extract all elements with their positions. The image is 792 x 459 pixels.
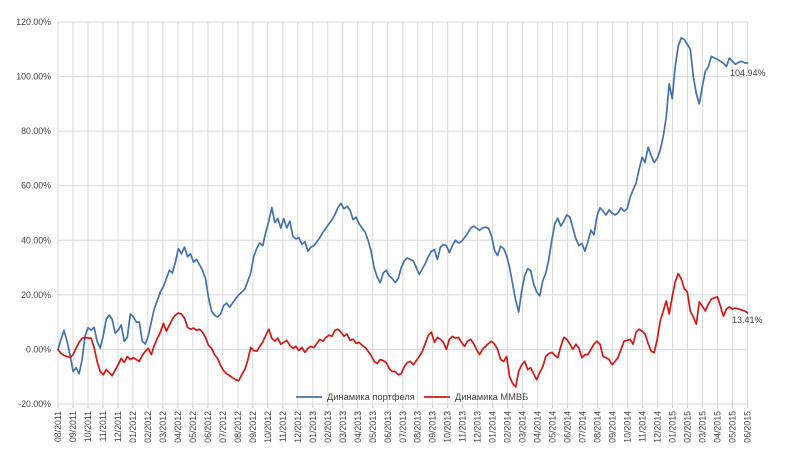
x-axis-tick-label: 11/2011 xyxy=(98,411,108,442)
x-axis-tick-label: 09/2014 xyxy=(608,411,618,443)
x-axis-tick-label: 04/2012 xyxy=(173,411,183,443)
x-axis-tick-label: 10/2013 xyxy=(443,411,453,443)
x-axis-tick-label: 12/2014 xyxy=(653,411,663,443)
x-axis-tick-label: 05/2015 xyxy=(728,411,738,443)
series-line-portfolio xyxy=(57,36,749,375)
x-axis-tick-label: 08/2013 xyxy=(413,411,423,443)
legend-label-micex: Динамика ММВБ xyxy=(455,392,528,402)
series-lines xyxy=(57,36,749,388)
y-axis-tick-label: 40.00% xyxy=(21,235,51,245)
x-axis-tick-label: 11/2012 xyxy=(278,411,288,442)
x-axis-tick-label: 03/2014 xyxy=(518,411,528,443)
axis-labels: 08/2011 09/2011 10/2011 11/2011 12/2011 01/20… xyxy=(16,17,752,443)
x-axis-tick-label: 01/2014 xyxy=(488,411,498,443)
x-axis-tick-label: 01/2013 xyxy=(308,411,318,443)
x-axis-tick-label: 11/2014 xyxy=(638,411,648,442)
x-axis-tick-label: 06/2015 xyxy=(743,411,753,443)
x-axis-tick-label: 07/2013 xyxy=(398,411,408,443)
y-axis-tick-label: -20.00% xyxy=(18,399,51,409)
x-axis-tick-label: 03/2013 xyxy=(338,411,348,443)
x-axis-tick-label: 09/2013 xyxy=(428,411,438,443)
x-axis-tick-label: 05/2012 xyxy=(188,411,198,443)
series-line-micex xyxy=(57,272,749,388)
y-axis-tick-label: 0.00% xyxy=(26,344,51,354)
x-axis-tick-label: 12/2012 xyxy=(293,411,303,443)
x-axis-tick-label: 01/2012 xyxy=(128,411,138,443)
y-axis-tick-label: 80.00% xyxy=(21,126,51,136)
x-axis-tick-label: 10/2011 xyxy=(83,411,93,442)
y-axis-tick-label: 120.00% xyxy=(16,17,51,27)
x-axis-tick-label: 09/2011 xyxy=(68,411,78,442)
gridlines xyxy=(57,21,748,408)
chart-legend: Динамика портфеля Динамика ММВБ xyxy=(296,392,528,402)
portfolio-end-value-label: 104.94% xyxy=(730,68,766,78)
micex-end-value-label: 13.41% xyxy=(732,315,763,325)
x-axis-tick-label: 06/2012 xyxy=(203,411,213,443)
x-axis-tick-label: 05/2013 xyxy=(368,411,378,443)
x-axis-tick-label: 02/2012 xyxy=(143,411,153,443)
x-axis-tick-label: 06/2013 xyxy=(383,411,393,443)
x-axis-tick-label: 09/2012 xyxy=(248,411,258,443)
x-axis-tick-label: 12/2011 xyxy=(113,411,123,442)
x-axis-tick-label: 02/2015 xyxy=(683,411,693,443)
legend-label-portfolio: Динамика портфеля xyxy=(327,392,415,402)
x-axis-tick-label: 03/2015 xyxy=(698,411,708,443)
x-axis-tick-label: 11/2013 xyxy=(458,411,468,442)
x-axis-tick-label: 08/2014 xyxy=(593,411,603,443)
x-axis-tick-label: 02/2013 xyxy=(323,411,333,443)
x-axis-tick-label: 08/2012 xyxy=(233,411,243,443)
x-axis-tick-label: 02/2014 xyxy=(503,411,513,443)
y-axis-tick-label: 60.00% xyxy=(21,181,51,191)
x-axis-tick-label: 12/2013 xyxy=(473,411,483,443)
x-axis-tick-label: 04/2015 xyxy=(713,411,723,443)
x-axis-tick-label: 01/2015 xyxy=(668,411,678,443)
y-axis-tick-label: 20.00% xyxy=(21,290,51,300)
x-axis-tick-label: 07/2012 xyxy=(218,411,228,443)
x-axis-tick-label: 04/2013 xyxy=(353,411,363,443)
x-axis-tick-label: 07/2014 xyxy=(578,411,588,443)
x-axis-tick-label: 10/2014 xyxy=(623,411,633,443)
y-axis-tick-label: 100.00% xyxy=(16,72,51,82)
x-axis-tick-label: 04/2014 xyxy=(533,411,543,443)
x-axis-tick-label: 05/2014 xyxy=(548,411,558,443)
x-axis-tick-label: 06/2014 xyxy=(563,411,573,443)
x-axis-tick-label: 03/2012 xyxy=(158,411,168,443)
x-axis-tick-label: 10/2012 xyxy=(263,411,273,443)
x-axis-tick-label: 08/2011 xyxy=(53,411,63,442)
